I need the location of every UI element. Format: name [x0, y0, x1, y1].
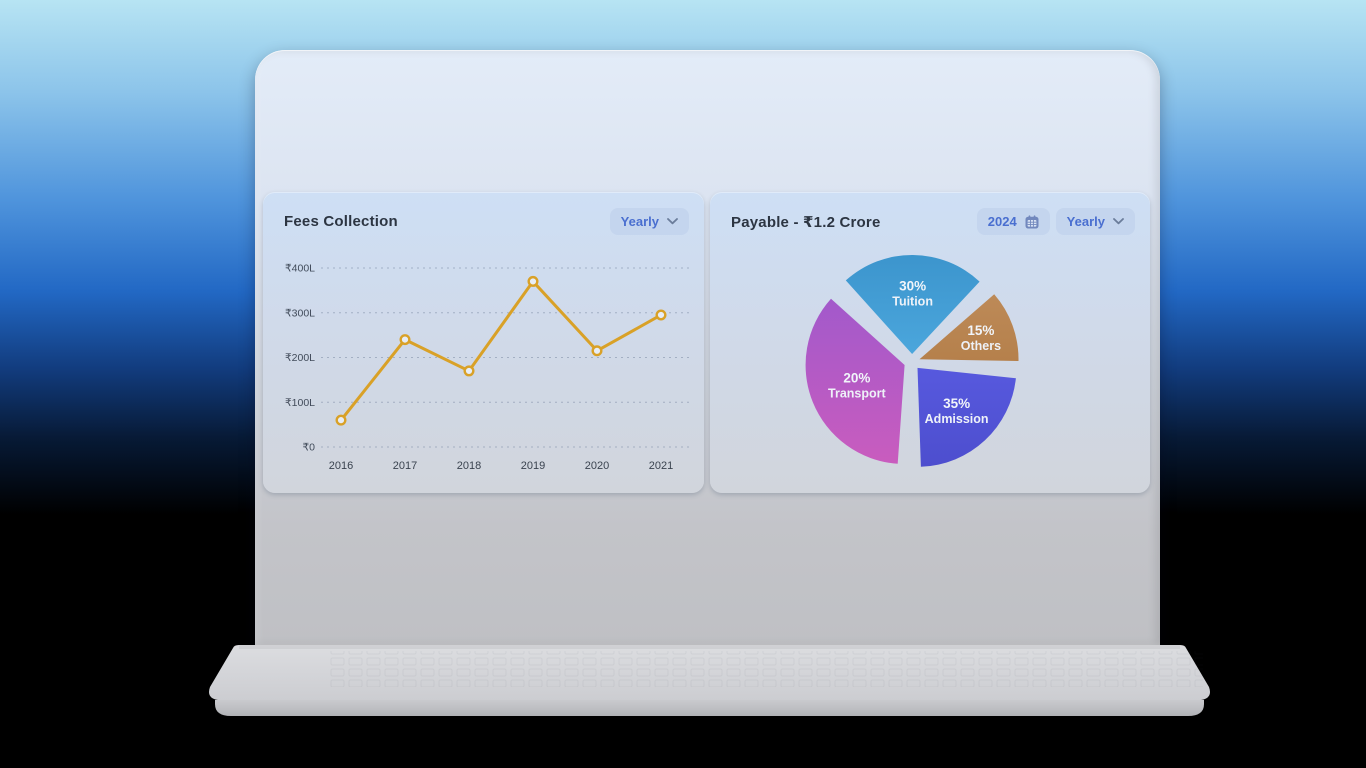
pie-slice-transport — [805, 298, 905, 464]
data-point-2018 — [463, 365, 475, 377]
x-tick-label: 2017 — [393, 460, 417, 472]
slice-name-label: Admission — [925, 412, 989, 426]
slice-name-label: Transport — [828, 386, 886, 400]
y-tick-label: ₹300L — [285, 307, 315, 319]
payable-period-dropdown[interactable]: Yearly — [1055, 208, 1135, 235]
x-tick-label: 2020 — [585, 460, 609, 472]
pie-slice-admission — [917, 367, 1016, 467]
data-point-2021 — [655, 309, 667, 321]
keyboard-etching — [328, 651, 1203, 687]
fees-collection-card: Fees Collection Yearly ₹0 ₹100L ₹200L ₹300L… — [263, 192, 704, 493]
y-tick-label: ₹0 — [302, 442, 315, 454]
slice-pct-label: 30% — [899, 279, 926, 294]
fees-period-dropdown-value: Yearly — [620, 214, 659, 229]
slice-pct-label: 15% — [967, 323, 994, 338]
slice-name-label: Tuition — [892, 295, 933, 309]
slice-pct-label: 35% — [943, 396, 970, 411]
payable-card-header: Payable - ₹1.2 Crore 2024 — [710, 192, 1150, 235]
year-picker-value: 2024 — [987, 214, 1017, 229]
payable-period-dropdown-value: Yearly — [1066, 214, 1105, 229]
chevron-down-icon — [667, 218, 678, 225]
line-series — [339, 279, 663, 422]
laptop-screen: Fees Collection Yearly ₹0 ₹100L ₹200L ₹300L… — [255, 50, 1160, 645]
data-point-2020 — [591, 345, 603, 357]
fees-period-dropdown[interactable]: Yearly — [609, 208, 689, 235]
slice-pct-label: 20% — [843, 370, 870, 385]
data-point-2017 — [399, 334, 411, 346]
laptop-base-lip — [215, 700, 1204, 716]
data-point-2019 — [527, 275, 539, 287]
payable-pie-chart: 30%Tuition 15%Others 35%Admission 20%Transp… — [805, 254, 1019, 467]
laptop-base — [209, 645, 1210, 716]
x-tick-label: 2018 — [457, 460, 481, 472]
fees-line-chart: ₹0 ₹100L ₹200L ₹300L ₹400L 2016 2017 2018 2019 20… — [285, 263, 690, 472]
y-tick-label: ₹200L — [285, 352, 315, 364]
year-picker-button[interactable]: 2024 — [976, 208, 1050, 235]
y-tick-label: ₹400L — [285, 263, 315, 275]
pie-slice-tuition — [845, 254, 980, 354]
payable-card: Payable - ₹1.2 Crore 2024 — [710, 192, 1150, 493]
data-point-2016 — [335, 414, 347, 426]
payable-controls: 2024 Yearly — [976, 208, 1135, 235]
x-tick-label: 2019 — [521, 460, 545, 472]
fees-card-header: Fees Collection Yearly — [263, 192, 704, 235]
calendar-icon — [1025, 214, 1039, 228]
payable-card-title: Payable - ₹1.2 Crore — [731, 213, 881, 231]
hinge-shadow — [239, 645, 1180, 649]
chevron-down-icon — [1113, 218, 1124, 225]
pie-slice-others — [919, 294, 1019, 361]
x-tick-label: 2021 — [649, 460, 673, 472]
x-tick-label: 2016 — [329, 460, 353, 472]
slice-name-label: Others — [961, 339, 1001, 353]
y-tick-label: ₹100L — [285, 397, 315, 409]
fees-card-title: Fees Collection — [284, 213, 398, 230]
